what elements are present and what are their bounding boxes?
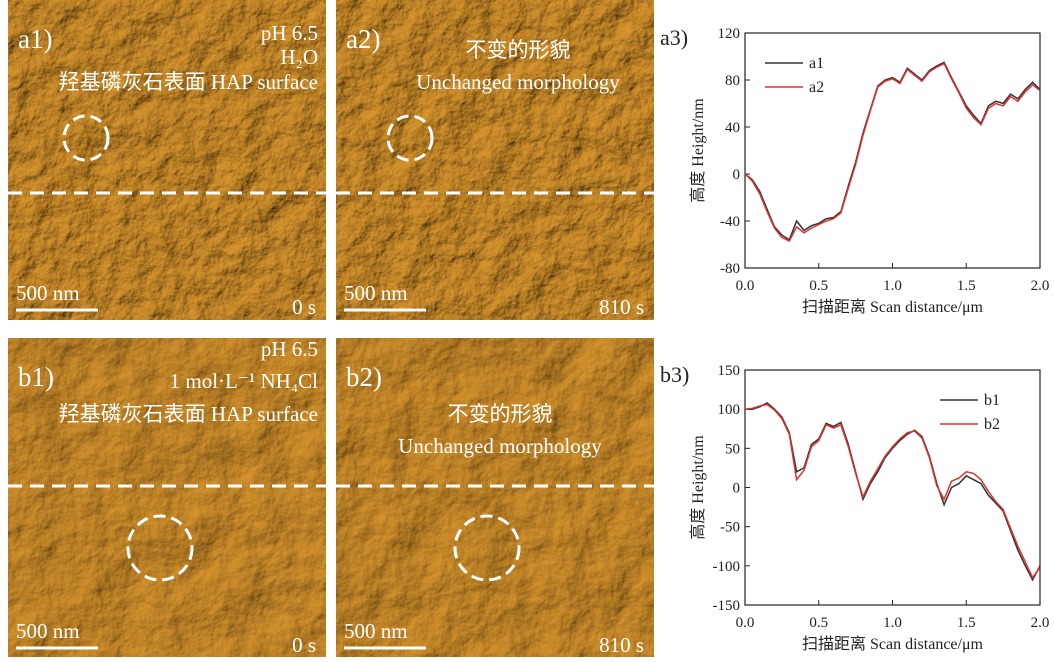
panel-label: a1) [18, 24, 52, 54]
annotation: 羟基磷灰石表面 HAP surface [59, 70, 318, 94]
legend-label: b2 [984, 416, 1000, 433]
x-tick-label: 1.0 [883, 615, 902, 631]
annotation: Unchanged morphology [398, 434, 602, 458]
legend-label: a1 [809, 55, 824, 72]
time-label: 0 s [292, 295, 316, 319]
annotation: 不变的形貌 [466, 38, 571, 62]
x-tick-label: 0.0 [736, 278, 755, 294]
x-tick-label: 0.0 [736, 615, 755, 631]
panel-label: a2) [346, 24, 380, 54]
legend-label: a2 [809, 79, 824, 96]
x-axis-label: 扫描距离 Scan distance/μm [802, 635, 984, 653]
x-tick-label: 1.5 [957, 615, 976, 631]
y-axis-label: 高度 Height/nm [689, 435, 707, 540]
x-tick-label: 1.5 [957, 278, 976, 294]
data-line [745, 62, 1040, 239]
panel-label: b2) [346, 362, 382, 392]
annotation: Unchanged morphology [416, 70, 620, 94]
x-axis-label: 扫描距离 Scan distance/μm [802, 298, 984, 316]
y-tick-label: 80 [725, 73, 740, 89]
scale-bar-label: 500 nm [16, 281, 80, 305]
annotation: pH 6.5 [261, 21, 318, 45]
x-tick-label: 0.5 [809, 615, 828, 631]
y-tick-label: -80 [720, 261, 740, 277]
scale-bar-label: 500 nm [344, 281, 408, 305]
y-tick-label: -100 [713, 559, 741, 575]
x-tick-label: 2.0 [1031, 278, 1050, 294]
y-tick-label: 0 [733, 167, 741, 183]
afm-image [336, 338, 654, 657]
x-tick-label: 2.0 [1031, 615, 1050, 631]
y-tick-label: 0 [733, 481, 741, 497]
legend-label: b1 [984, 392, 1000, 409]
annotation: H₂O [280, 45, 318, 69]
time-label: 0 s [292, 633, 316, 657]
data-line [745, 64, 1040, 241]
annotation: 羟基磷灰石表面 HAP surface [59, 402, 318, 426]
time-label: 810 s [599, 295, 644, 319]
chart-title: a3) [660, 25, 688, 50]
annotation: pH 6.5 [261, 337, 318, 361]
y-tick-label: 50 [725, 441, 740, 457]
annotation: 不变的形貌 [448, 402, 553, 426]
plot-frame [745, 33, 1040, 268]
y-tick-label: 120 [718, 26, 741, 42]
panel-label: b1) [18, 362, 54, 392]
afm-image [8, 0, 326, 320]
x-tick-label: 1.0 [883, 278, 902, 294]
y-tick-label: 40 [725, 120, 740, 136]
y-tick-label: 150 [718, 363, 741, 379]
chart-title: b3) [660, 362, 689, 387]
time-label: 810 s [599, 633, 644, 657]
scale-bar-label: 500 nm [344, 619, 408, 643]
y-axis-label: 高度 Height/nm [689, 98, 707, 203]
y-tick-label: 100 [718, 402, 741, 418]
scale-bar-label: 500 nm [16, 619, 80, 643]
x-tick-label: 0.5 [809, 278, 828, 294]
figure: a1)pH 6.5H₂O羟基磷灰石表面 HAP surface500 nm0 s… [0, 0, 1054, 657]
y-tick-label: -150 [713, 598, 741, 614]
y-tick-label: -50 [720, 520, 740, 536]
y-tick-label: -40 [720, 214, 740, 230]
annotation: 1 mol·L⁻¹ NH₄Cl [170, 369, 319, 393]
